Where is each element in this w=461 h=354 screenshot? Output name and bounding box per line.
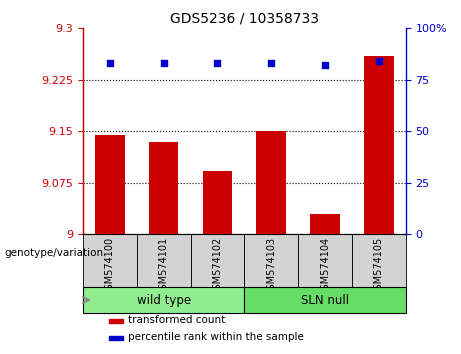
Point [214, 61, 221, 66]
Bar [203, 171, 232, 234]
Text: GSM574102: GSM574102 [213, 237, 223, 296]
Text: genotype/variation: genotype/variation [5, 248, 104, 258]
FancyBboxPatch shape [83, 287, 244, 313]
FancyBboxPatch shape [190, 234, 244, 287]
Bar [149, 142, 178, 234]
FancyBboxPatch shape [244, 287, 406, 313]
FancyBboxPatch shape [83, 234, 137, 287]
Text: GSM574100: GSM574100 [105, 237, 115, 296]
Text: transformed count: transformed count [128, 315, 225, 325]
Point [321, 63, 329, 68]
Text: GSM574104: GSM574104 [320, 237, 330, 296]
Bar [364, 56, 394, 234]
Text: GSM574101: GSM574101 [159, 237, 169, 296]
Bar [310, 214, 340, 234]
Text: wild type: wild type [136, 293, 191, 307]
Point [267, 61, 275, 66]
FancyBboxPatch shape [352, 234, 406, 287]
Point [106, 61, 113, 66]
Text: GSM574103: GSM574103 [266, 237, 276, 296]
Bar [109, 336, 123, 340]
Point [375, 58, 383, 64]
Bar [256, 131, 286, 234]
Point [160, 61, 167, 66]
FancyBboxPatch shape [244, 234, 298, 287]
FancyBboxPatch shape [298, 234, 352, 287]
Text: percentile rank within the sample: percentile rank within the sample [128, 332, 304, 342]
Bar [95, 135, 124, 234]
Bar [109, 319, 123, 322]
FancyBboxPatch shape [137, 234, 190, 287]
Text: GSM574105: GSM574105 [374, 237, 384, 296]
Text: SLN null: SLN null [301, 293, 349, 307]
Title: GDS5236 / 10358733: GDS5236 / 10358733 [170, 12, 319, 26]
